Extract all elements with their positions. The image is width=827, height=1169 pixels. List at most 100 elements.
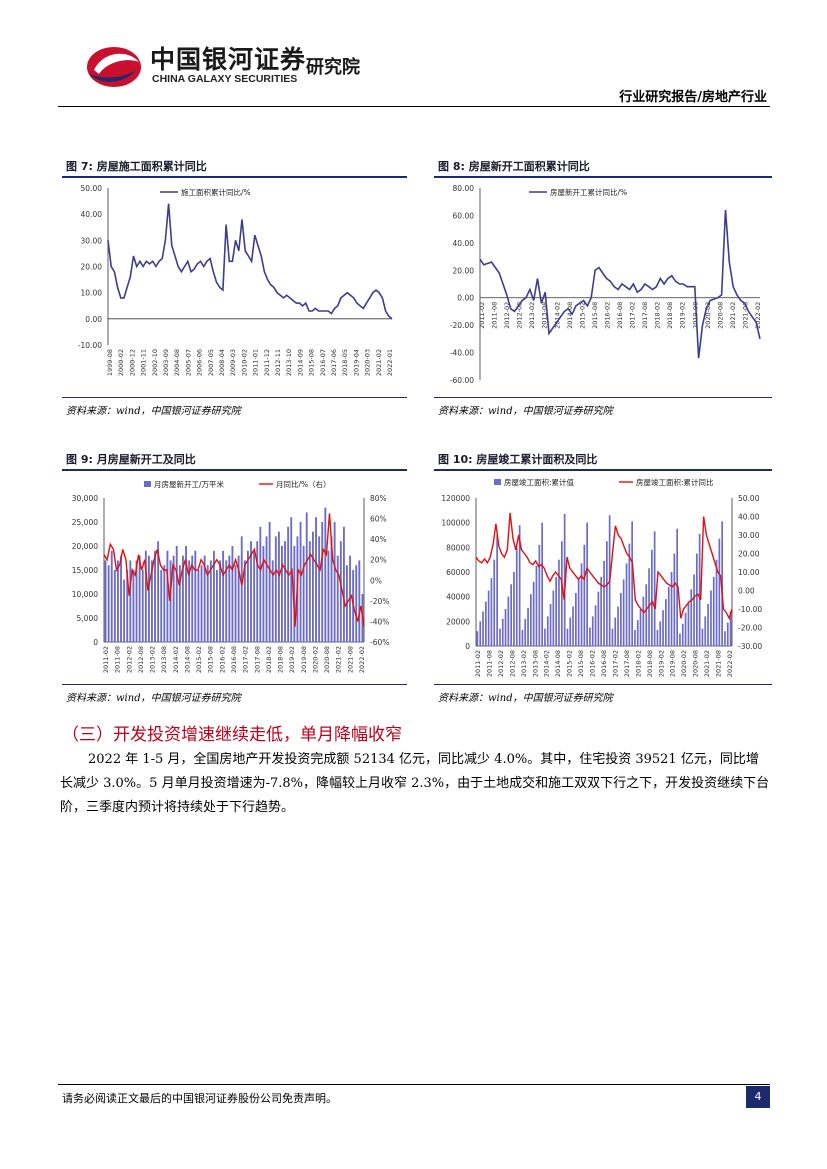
x-tick-label: 2013-08 <box>160 646 168 673</box>
bar <box>729 611 732 646</box>
bar <box>358 560 361 642</box>
y-tick-label: 50.00 <box>81 184 103 193</box>
bar <box>321 522 324 642</box>
x-tick-label: 2015-08 <box>577 650 585 677</box>
bar <box>222 550 225 642</box>
bar <box>622 579 625 646</box>
bar <box>521 630 524 646</box>
x-tick-label: 2014-08 <box>554 650 562 677</box>
figure-8-title: 图 8: 房屋新开工面积累计同比 <box>438 160 590 173</box>
y2-tick-label: 40% <box>370 535 387 544</box>
bar <box>679 633 681 646</box>
bar <box>117 560 119 642</box>
bar <box>482 611 484 646</box>
bar <box>225 560 228 642</box>
bar <box>501 618 504 646</box>
x-tick-label: 2018-02 <box>265 646 273 673</box>
x-tick-label: 2020-03 <box>364 349 372 376</box>
bar <box>268 522 271 642</box>
bar <box>479 621 482 646</box>
figure-9-source: 资料来源：wind，中国银河证券研究院 <box>66 693 241 704</box>
bar <box>583 544 586 646</box>
x-tick-label: 2019-04 <box>352 349 360 376</box>
x-tick-label: 2017-02 <box>629 302 637 329</box>
y-tick-label: -10.00 <box>78 341 102 350</box>
y2-tick-label: 40.00 <box>738 513 760 522</box>
x-tick-label: 2019-08 <box>669 650 677 677</box>
bar <box>538 544 541 646</box>
bar <box>312 531 314 642</box>
figure-7-title: 图 7: 房屋施工面积累计同比 <box>66 160 207 173</box>
y2-tick-label: -20.00 <box>738 624 762 633</box>
x-tick-label: 2014-02 <box>172 646 180 673</box>
bar <box>197 570 200 642</box>
bar <box>718 538 721 646</box>
x-tick-label: 2021-08 <box>715 650 723 677</box>
bar <box>231 546 234 642</box>
bar <box>476 631 479 646</box>
bar <box>219 560 221 642</box>
logo-text: 中国银河证券 <box>150 45 307 74</box>
x-tick-label: 2017-08 <box>623 650 631 677</box>
bar <box>684 612 687 646</box>
y-tick-label: -60.00 <box>450 376 474 385</box>
x-tick-label: 2012-08 <box>137 646 145 673</box>
series-line-yoy <box>475 512 733 621</box>
bar <box>634 630 636 646</box>
y-tick-label: 40.00 <box>453 239 475 248</box>
figure-7-source-rule <box>62 397 407 398</box>
bar <box>569 617 572 646</box>
figure-10-source: 资料来源：wind，中国银河证券研究院 <box>438 693 613 704</box>
bar <box>687 601 690 646</box>
y-tick-label: 30.00 <box>81 236 103 245</box>
y-tick-label: 0 <box>93 638 98 647</box>
bar <box>281 546 283 642</box>
logo-subtitle: 研究院 <box>306 57 360 78</box>
x-tick-label: 2012-08 <box>508 650 516 677</box>
bar <box>515 547 518 646</box>
legend-swatch-bar <box>494 479 501 485</box>
y-tick-label: 20,000 <box>72 542 98 551</box>
y2-tick-label: 20% <box>370 556 387 565</box>
bar <box>160 570 163 642</box>
bar <box>148 555 150 642</box>
bar <box>701 628 704 646</box>
x-tick-label: 2016-02 <box>218 646 226 673</box>
bar <box>530 594 532 646</box>
x-tick-label: 2013-08 <box>531 650 539 677</box>
x-tick-label: 2012-11 <box>274 349 282 376</box>
bar <box>259 526 262 642</box>
bar <box>625 563 628 646</box>
y2-tick-label: 0% <box>370 576 382 585</box>
bar <box>178 565 181 642</box>
bar <box>524 618 527 646</box>
bar <box>600 576 602 646</box>
x-tick-label: 2019-08 <box>691 302 699 329</box>
x-tick-label: 2013-02 <box>528 302 536 329</box>
bar <box>603 560 605 646</box>
bar <box>290 517 293 642</box>
bar <box>620 593 622 646</box>
y-tick-label: 80.00 <box>453 184 475 193</box>
bar <box>104 560 107 642</box>
bar <box>250 541 252 642</box>
legend-label: 月房屋新开工/万平米 <box>154 479 225 489</box>
x-tick-label: 2019-08 <box>300 646 308 673</box>
x-tick-label: 2008-04 <box>218 349 226 376</box>
bar <box>659 621 662 646</box>
x-tick-label: 2020-02 <box>704 302 712 329</box>
bar <box>262 546 265 642</box>
bar <box>191 555 194 642</box>
y-tick-label: 25,000 <box>72 518 98 527</box>
x-tick-label: 2014-08 <box>566 302 574 329</box>
legend-label: 房屋竣工面积:累计同比 <box>636 477 714 487</box>
section-body: 2022 年 1-5 月，全国房地产开发投资完成额 52134 亿元，同比减少 … <box>60 752 770 815</box>
x-tick-label: 2022-01 <box>386 349 394 376</box>
section-heading: （三）开发投资增速继续走低，单月降幅收窄 <box>62 725 402 745</box>
bar <box>549 604 552 646</box>
footer-disclaimer: 请务必阅读正文最后的中国银河证券股份公司免责声明。 <box>62 1092 337 1105</box>
series-line-yoy <box>103 513 365 627</box>
x-tick-label: 2018-05 <box>341 349 349 376</box>
bar <box>586 522 588 646</box>
figure-10-title: 图 10: 房屋竣工累计面积及同比 <box>438 453 598 466</box>
